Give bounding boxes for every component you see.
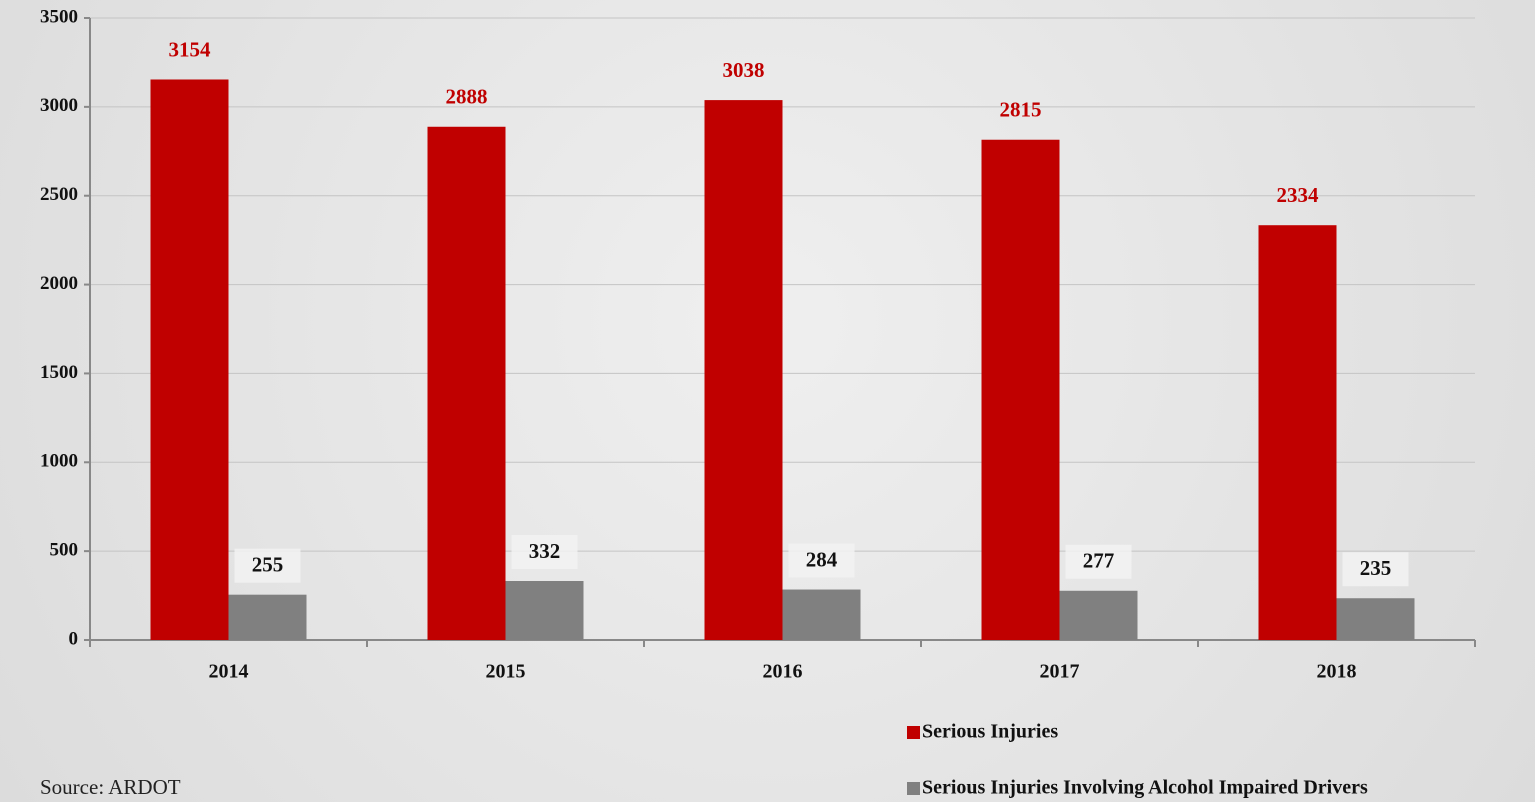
y-tick-label: 1500 bbox=[40, 362, 78, 383]
data-label: 277 bbox=[1083, 549, 1115, 573]
data-label: 2815 bbox=[1000, 98, 1042, 122]
bar bbox=[782, 589, 861, 640]
data-label: 2888 bbox=[446, 85, 488, 109]
data-label: 3154 bbox=[169, 37, 212, 61]
y-tick-label: 1000 bbox=[40, 451, 78, 472]
data-label: 3038 bbox=[723, 58, 765, 82]
legend-label: Serious Injuries Involving Alcohol Impai… bbox=[922, 777, 1368, 799]
x-tick-label: 2016 bbox=[763, 661, 803, 683]
x-tick-label: 2017 bbox=[1040, 661, 1080, 683]
bar bbox=[1336, 598, 1415, 640]
data-label: 284 bbox=[806, 547, 838, 571]
data-label-box bbox=[788, 543, 855, 578]
data-label: 2334 bbox=[1277, 183, 1320, 207]
bar bbox=[704, 100, 783, 640]
y-tick-label: 3500 bbox=[40, 6, 78, 27]
x-tick-label: 2015 bbox=[486, 661, 526, 683]
bar bbox=[505, 580, 584, 640]
y-tick-label: 500 bbox=[50, 540, 79, 561]
bar bbox=[228, 594, 307, 640]
data-label-box bbox=[1065, 544, 1132, 579]
source-note: Source: ARDOT bbox=[40, 775, 181, 799]
data-label: 332 bbox=[529, 539, 561, 563]
legend-label: Serious Injuries bbox=[922, 721, 1058, 743]
y-tick-label: 3000 bbox=[40, 95, 78, 116]
bar bbox=[150, 79, 229, 641]
bar bbox=[427, 126, 506, 640]
legend-swatch bbox=[907, 782, 920, 795]
bar bbox=[1258, 225, 1337, 641]
data-label: 235 bbox=[1360, 556, 1392, 580]
y-tick-label: 2000 bbox=[40, 273, 78, 294]
x-tick-label: 2018 bbox=[1317, 661, 1357, 683]
y-tick-label: 0 bbox=[69, 628, 79, 649]
x-tick-label: 2014 bbox=[209, 661, 249, 683]
bar bbox=[981, 139, 1060, 640]
data-label-box bbox=[234, 548, 301, 583]
data-label: 255 bbox=[252, 552, 284, 576]
data-label-box bbox=[511, 534, 578, 569]
y-tick-label: 2500 bbox=[40, 184, 78, 205]
data-label-box bbox=[1342, 552, 1409, 587]
legend-swatch bbox=[907, 726, 920, 739]
bar bbox=[1059, 590, 1138, 640]
